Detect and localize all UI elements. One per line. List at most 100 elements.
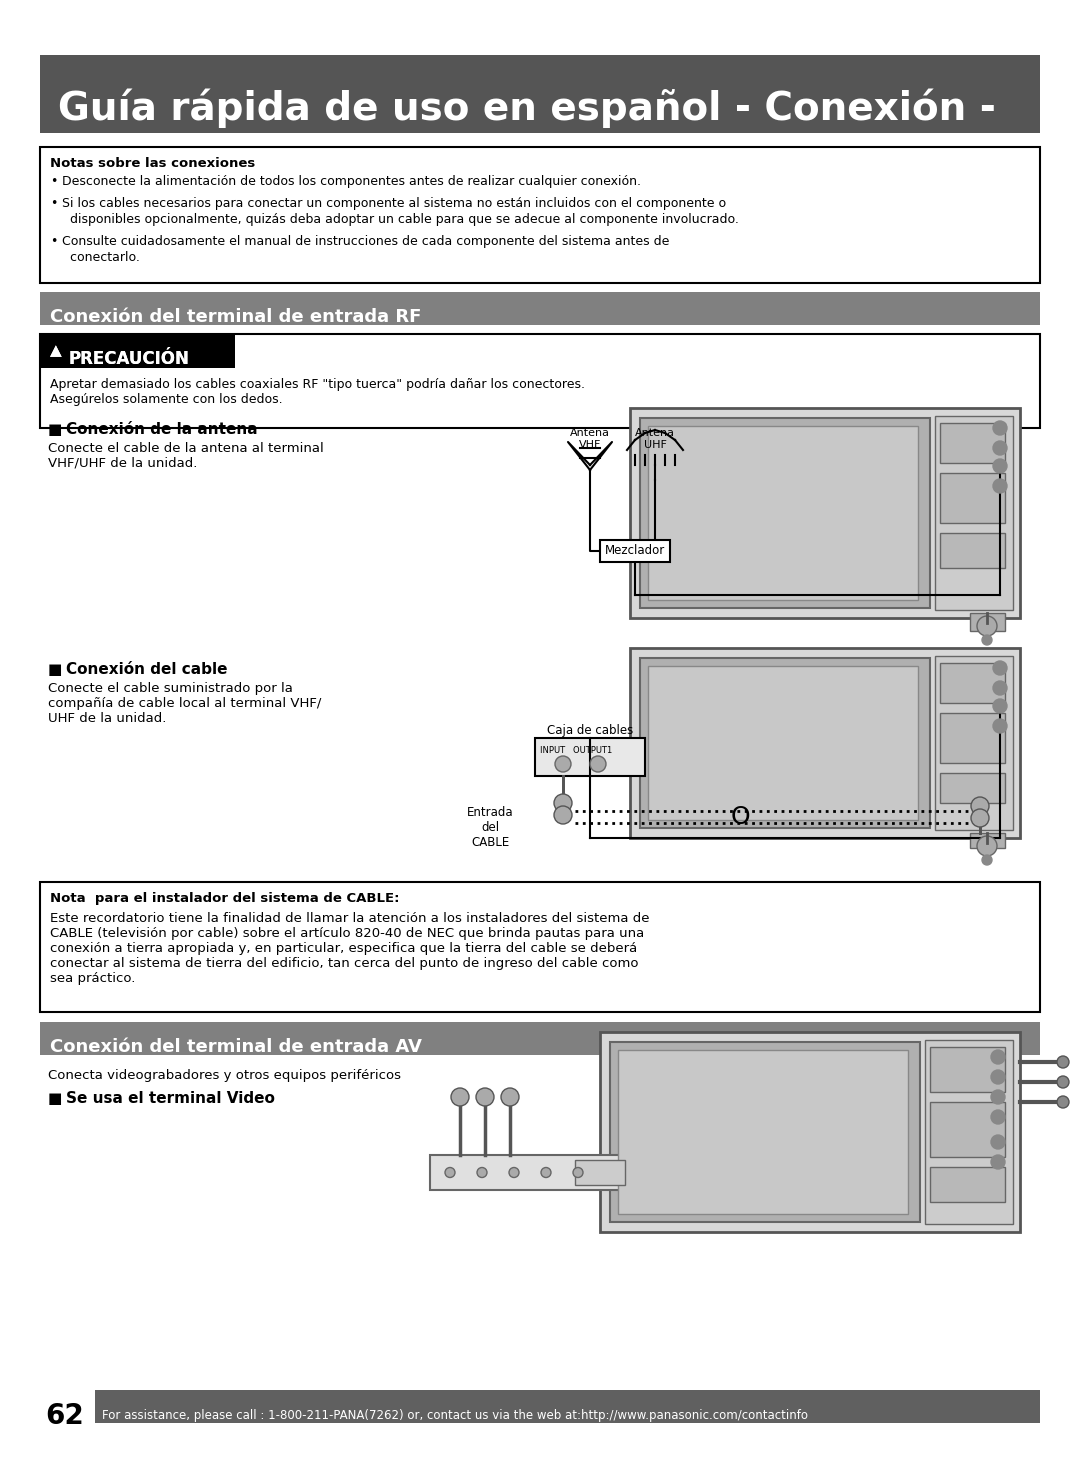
Circle shape: [993, 662, 1007, 675]
Circle shape: [509, 1167, 519, 1177]
Circle shape: [991, 1110, 1005, 1124]
Bar: [40, 146, 1040, 283]
Circle shape: [993, 719, 1007, 733]
Text: ▲: ▲: [50, 344, 62, 359]
Circle shape: [573, 1167, 583, 1177]
Text: •: •: [50, 198, 57, 209]
Bar: [430, 1155, 630, 1190]
Circle shape: [501, 1088, 519, 1105]
Text: Conexión de la antena: Conexión de la antena: [66, 422, 258, 436]
Text: 62: 62: [45, 1403, 84, 1430]
Bar: [940, 533, 1005, 568]
Bar: [640, 657, 930, 829]
Circle shape: [991, 1091, 1005, 1104]
Text: Consulte cuidadosamente el manual de instrucciones de cada componente del sistem: Consulte cuidadosamente el manual de ins…: [62, 236, 670, 247]
Circle shape: [977, 616, 997, 635]
Text: Conexión del terminal de entrada AV: Conexión del terminal de entrada AV: [50, 1038, 422, 1057]
Circle shape: [993, 460, 1007, 473]
Bar: [630, 408, 1020, 618]
Circle shape: [541, 1167, 551, 1177]
Circle shape: [554, 793, 572, 813]
Text: Guía rápida de uso en español - Conexión -: Guía rápida de uso en español - Conexión…: [58, 88, 996, 127]
Bar: [630, 649, 1020, 837]
Bar: [575, 1159, 625, 1184]
Circle shape: [993, 698, 1007, 713]
Text: Se usa el terminal Video: Se usa el terminal Video: [66, 1091, 275, 1105]
Circle shape: [993, 681, 1007, 695]
Text: Notas sobre las conexiones: Notas sobre las conexiones: [50, 157, 255, 170]
Bar: [40, 334, 235, 367]
Text: Caja de cables: Caja de cables: [546, 725, 633, 736]
Text: ■: ■: [48, 662, 63, 676]
Circle shape: [993, 479, 1007, 493]
Circle shape: [477, 1167, 487, 1177]
Circle shape: [476, 1088, 494, 1105]
Circle shape: [445, 1167, 455, 1177]
Bar: [930, 1167, 1005, 1202]
Bar: [940, 473, 1005, 523]
Bar: [970, 833, 1005, 848]
Bar: [930, 1047, 1005, 1092]
Text: disponibles opcionalmente, quizás deba adoptar un cable para que se adecue al co: disponibles opcionalmente, quizás deba a…: [62, 212, 739, 225]
Text: Conecte el cable de la antena al terminal
VHF/UHF de la unidad.: Conecte el cable de la antena al termina…: [48, 442, 324, 470]
Bar: [935, 656, 1013, 830]
Bar: [40, 334, 1040, 427]
Text: Apretar demasiado los cables coaxiales RF "tipo tuerca" podría dañar los conecto: Apretar demasiado los cables coaxiales R…: [50, 378, 585, 406]
Bar: [40, 56, 1040, 133]
Bar: [648, 666, 918, 820]
Text: Antena
UHF: Antena UHF: [635, 427, 675, 449]
Circle shape: [1057, 1097, 1069, 1108]
Circle shape: [991, 1155, 1005, 1168]
Text: Este recordatorio tiene la finalidad de llamar la atención a los instaladores de: Este recordatorio tiene la finalidad de …: [50, 912, 649, 985]
Circle shape: [1057, 1056, 1069, 1069]
Text: •: •: [50, 176, 57, 187]
Bar: [600, 1032, 1020, 1233]
Text: Conexión del terminal de entrada RF: Conexión del terminal de entrada RF: [50, 309, 421, 326]
Bar: [535, 738, 645, 776]
Circle shape: [991, 1050, 1005, 1064]
Circle shape: [1057, 1076, 1069, 1088]
Text: PRECAUCIÓN: PRECAUCIÓN: [68, 350, 189, 367]
Text: PRECAUCIÓN: PRECAUCIÓN: [68, 350, 189, 367]
Bar: [940, 773, 1005, 802]
Bar: [930, 1102, 1005, 1157]
Text: Antena
VHF: Antena VHF: [570, 427, 610, 449]
Text: Mezclador: Mezclador: [605, 545, 665, 556]
Bar: [610, 1042, 920, 1222]
Circle shape: [555, 755, 571, 772]
Text: Entrada
del
CABLE: Entrada del CABLE: [467, 807, 513, 849]
Text: conectarlo.: conectarlo.: [62, 250, 140, 264]
Bar: [940, 663, 1005, 703]
Text: Conexión del cable: Conexión del cable: [66, 662, 228, 676]
Bar: [970, 613, 1005, 631]
Bar: [924, 1039, 1013, 1224]
Bar: [618, 1050, 908, 1214]
Circle shape: [993, 422, 1007, 435]
Bar: [640, 419, 930, 608]
Text: ■: ■: [48, 1091, 63, 1105]
Text: Conecte el cable suministrado por la
compañía de cable local al terminal VHF/
UH: Conecte el cable suministrado por la com…: [48, 682, 322, 725]
Circle shape: [993, 441, 1007, 455]
Bar: [40, 1022, 1040, 1056]
Bar: [600, 540, 670, 562]
Text: For assistance, please call : 1-800-211-PANA(7262) or, contact us via the web at: For assistance, please call : 1-800-211-…: [102, 1408, 808, 1422]
Text: O: O: [730, 805, 750, 829]
Text: •: •: [50, 236, 57, 247]
Circle shape: [982, 855, 993, 865]
Bar: [40, 334, 235, 367]
Circle shape: [977, 836, 997, 856]
Text: ▲: ▲: [50, 344, 62, 359]
Bar: [935, 416, 1013, 610]
Bar: [940, 423, 1005, 463]
Text: INPUT   OUTPUT1: INPUT OUTPUT1: [540, 747, 612, 755]
Circle shape: [451, 1088, 469, 1105]
Bar: [95, 1389, 1040, 1423]
Circle shape: [991, 1070, 1005, 1083]
Bar: [40, 291, 1040, 325]
Bar: [40, 881, 1040, 1012]
Text: Si los cables necesarios para conectar un componente al sistema no están incluid: Si los cables necesarios para conectar u…: [62, 198, 726, 209]
Bar: [940, 713, 1005, 763]
Bar: [648, 426, 918, 600]
Text: Desconecte la alimentación de todos los componentes antes de realizar cualquier : Desconecte la alimentación de todos los …: [62, 176, 642, 187]
Text: ■: ■: [48, 422, 63, 436]
